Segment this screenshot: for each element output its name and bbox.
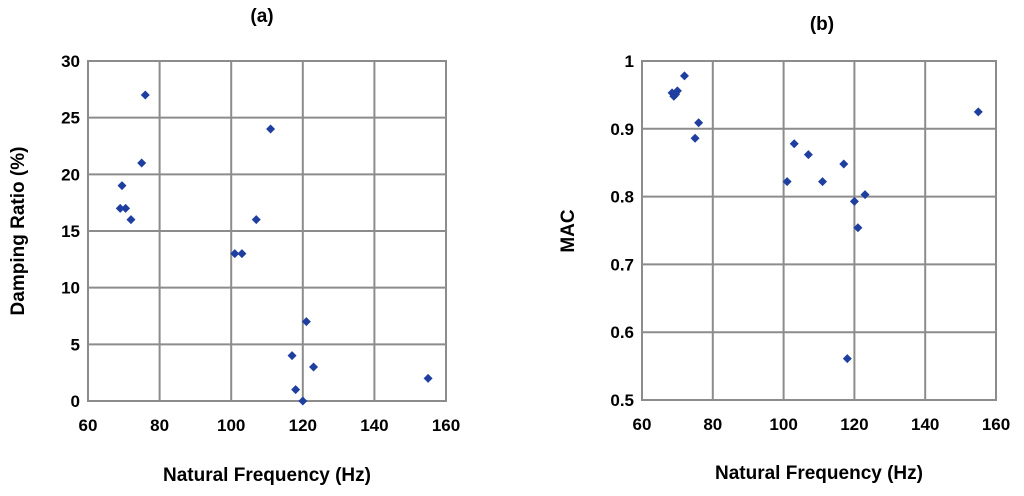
panel-b-point-9 [803, 150, 813, 160]
panel-b-x-tick-4: 140 [911, 415, 939, 434]
panel-a-x-axis-label: Natural Frequency (Hz) [163, 465, 371, 486]
panel-b-point-16 [973, 107, 983, 117]
panel-a-y-tick-2: 10 [61, 279, 80, 298]
panel-b-points [667, 71, 983, 364]
panel-a-point-0 [115, 203, 125, 213]
panel-b-mac: (b) 60 80 100 120 140 160 0.5 0.6 0.7 0.8 0.9 1 Na… [558, 14, 1010, 484]
panel-b-plot-frame [641, 60, 997, 401]
panel-b-gridlines [642, 61, 996, 400]
panel-a-point-5 [140, 90, 150, 100]
panel-a-point-14 [309, 362, 319, 372]
panel-a-y-tick-0: 0 [71, 392, 80, 411]
panel-b-title: (b) [810, 14, 834, 35]
panel-b-point-13 [849, 196, 859, 206]
panel-a-point-1 [117, 181, 127, 191]
panel-b-point-10 [818, 177, 828, 187]
panel-a-x-tick-0: 60 [79, 416, 98, 435]
panel-b-y-tick-3: 0.8 [610, 188, 634, 207]
panel-a-point-15 [423, 373, 433, 383]
panel-b-x-tick-5: 160 [982, 415, 1010, 434]
panel-b-point-3 [672, 86, 682, 96]
panel-a-damping-ratio: (a) 60 80 100 120 140 160 0 5 10 15 20 25 30 Natura… [8, 6, 460, 486]
panel-b-y-tick-5: 1 [625, 52, 634, 71]
panel-a-plot-frame [87, 60, 447, 402]
panel-a-y-tick-1: 5 [71, 335, 80, 354]
panel-b-point-7 [782, 177, 792, 187]
panel-a-point-3 [126, 215, 136, 225]
panel-b-y-tick-1: 0.6 [610, 323, 634, 342]
panel-b-point-14 [853, 223, 863, 233]
panel-a-x-tick-2: 100 [217, 416, 245, 435]
panel-a-point-2 [121, 203, 131, 213]
panel-a-point-9 [266, 124, 276, 134]
panel-a-point-11 [291, 385, 301, 395]
panel-b-x-tick-2: 100 [769, 415, 797, 434]
panel-a-y-tick-3: 15 [61, 222, 80, 241]
panel-b-y-tick-4: 0.9 [610, 120, 634, 139]
panel-a-point-13 [301, 317, 311, 327]
panel-a-title: (a) [250, 6, 273, 27]
panel-b-x-tick-0: 60 [633, 415, 652, 434]
panel-a-point-7 [237, 249, 247, 259]
panel-b-y-ticks: 0.5 0.6 0.7 0.8 0.9 1 [610, 52, 634, 410]
panel-a-point-8 [251, 215, 261, 225]
panel-a-gridlines [88, 61, 446, 401]
panel-b-point-4 [679, 71, 689, 81]
panel-a-y-tick-6: 30 [61, 52, 80, 71]
panel-b-y-axis-label: MAC [558, 209, 579, 253]
panel-a-y-tick-5: 25 [61, 109, 80, 128]
panel-b-x-axis-label: Natural Frequency (Hz) [715, 463, 923, 484]
panel-a-point-12 [298, 396, 308, 406]
panel-b-x-tick-3: 120 [840, 415, 868, 434]
panel-b-point-15 [860, 190, 870, 200]
panel-a-y-axis-label: Damping Ratio (%) [8, 147, 29, 316]
panel-b-x-ticks: 60 80 100 120 140 160 [633, 415, 1011, 434]
panel-b-point-6 [694, 118, 704, 128]
panel-b-x-tick-1: 80 [703, 415, 722, 434]
panel-a-y-ticks: 0 5 10 15 20 25 30 [61, 52, 80, 411]
panel-a-x-tick-5: 160 [432, 416, 460, 435]
panel-b-y-tick-2: 0.7 [610, 255, 634, 274]
panel-a-point-6 [230, 249, 240, 259]
panel-b-point-8 [789, 139, 799, 149]
panel-a-x-tick-1: 80 [150, 416, 169, 435]
panel-a-x-tick-4: 140 [360, 416, 388, 435]
panel-b-y-tick-0: 0.5 [610, 391, 634, 410]
panel-a-x-tick-3: 120 [289, 416, 317, 435]
panel-b-point-5 [690, 133, 700, 143]
panel-a-point-4 [137, 158, 147, 168]
panel-a-y-tick-4: 20 [61, 165, 80, 184]
panel-a-x-ticks: 60 80 100 120 140 160 [79, 416, 461, 435]
panel-b-point-11 [839, 159, 849, 169]
panel-b-point-12 [842, 354, 852, 364]
panel-a-points [115, 90, 433, 406]
panel-a-point-10 [287, 351, 297, 361]
